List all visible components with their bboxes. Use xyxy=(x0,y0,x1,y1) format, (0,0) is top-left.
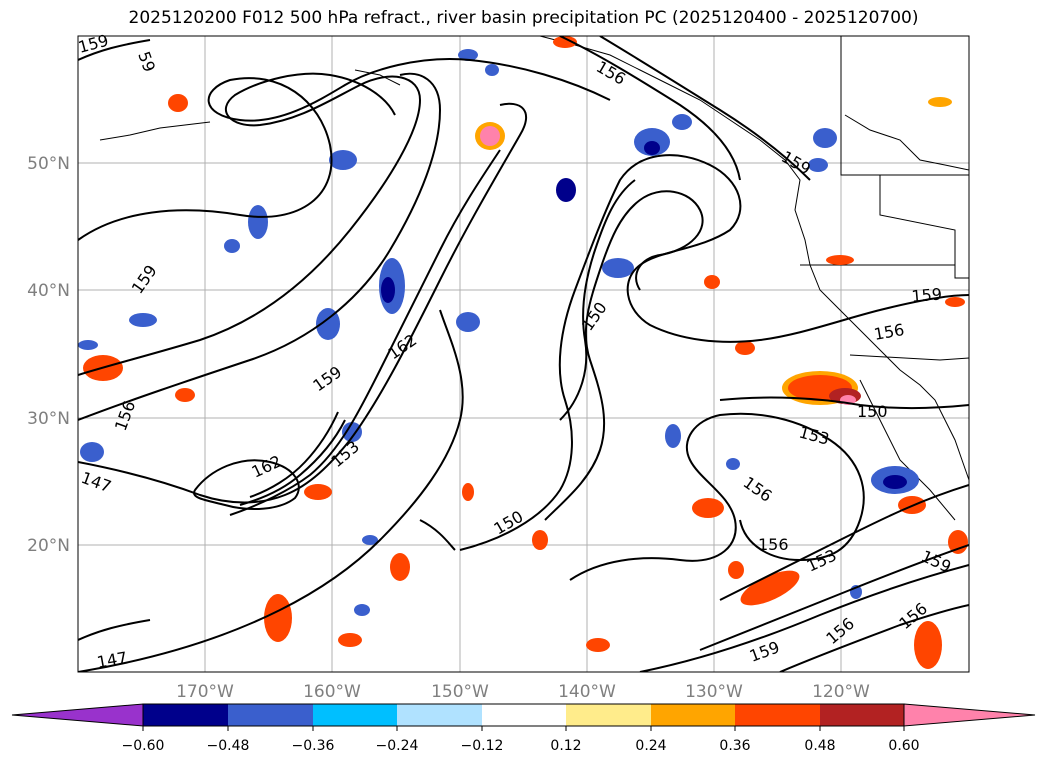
lat-label-30n: 30°N xyxy=(27,409,70,429)
lon-label-120w: 120°W xyxy=(812,682,870,702)
contour-label: 156 xyxy=(758,535,789,554)
latitude-labels: 50°N 40°N 30°N 20°N xyxy=(27,154,70,556)
colorbar-segment xyxy=(482,704,566,726)
colorbar-segment xyxy=(397,704,482,726)
colorbar-tick-marks xyxy=(142,726,905,731)
precip-shading xyxy=(78,36,968,669)
colorbar-tick-label: 0.12 xyxy=(550,738,581,754)
colorbar-segment xyxy=(651,704,735,726)
colorbar-tick-label: −0.36 xyxy=(292,738,335,754)
contour-label: 159 xyxy=(911,284,943,306)
lat-label-40n: 40°N xyxy=(27,281,70,301)
lon-label-150w: 150°W xyxy=(431,682,489,702)
colorbar-extend-low xyxy=(11,703,144,727)
colorbar-segment xyxy=(313,704,397,726)
colorbar-tick-label: −0.60 xyxy=(122,738,165,754)
map-title: 2025120200 F012 500 hPa refract., river … xyxy=(128,8,919,28)
colorbar-outline xyxy=(142,703,905,727)
colorbar-segment xyxy=(228,704,313,726)
colorbar-tick-label: 0.48 xyxy=(804,738,835,754)
colorbar-tick-label: −0.12 xyxy=(461,738,504,754)
colorbar-tick-label: −0.24 xyxy=(376,738,419,754)
lat-label-20n: 20°N xyxy=(27,536,70,556)
graticule xyxy=(78,36,969,672)
colorbar-tick-label: −0.48 xyxy=(207,738,250,754)
lat-label-50n: 50°N xyxy=(27,154,70,174)
colorbar-segment xyxy=(566,704,651,726)
map-frame xyxy=(77,35,970,673)
colorbar: −0.60 −0.48 −0.36 −0.24 −0.12 0.12 0.24 … xyxy=(11,703,1036,754)
colorbar-segment xyxy=(735,704,820,726)
longitude-labels: 170°W 160°W 150°W 140°W 130°W 120°W xyxy=(176,682,870,702)
map-panel xyxy=(78,36,969,672)
contour-label: 150 xyxy=(857,402,888,421)
colorbar-segment xyxy=(143,704,228,726)
lon-label-170w: 170°W xyxy=(176,682,234,702)
contour-labels: 159 59 156 159 159 162 159 156 153 162 1… xyxy=(76,31,954,672)
lon-label-160w: 160°W xyxy=(303,682,361,702)
colorbar-tick-label: 0.36 xyxy=(719,738,750,754)
refractivity-contours xyxy=(78,36,969,672)
colorbar-tick-label: 0.60 xyxy=(888,738,919,754)
lon-label-130w: 130°W xyxy=(685,682,743,702)
colorbar-segment xyxy=(820,704,904,726)
lon-label-140w: 140°W xyxy=(558,682,616,702)
coastlines xyxy=(99,36,969,521)
colorbar-extend-high xyxy=(903,703,1036,727)
colorbar-tick-label: 0.24 xyxy=(635,738,666,754)
